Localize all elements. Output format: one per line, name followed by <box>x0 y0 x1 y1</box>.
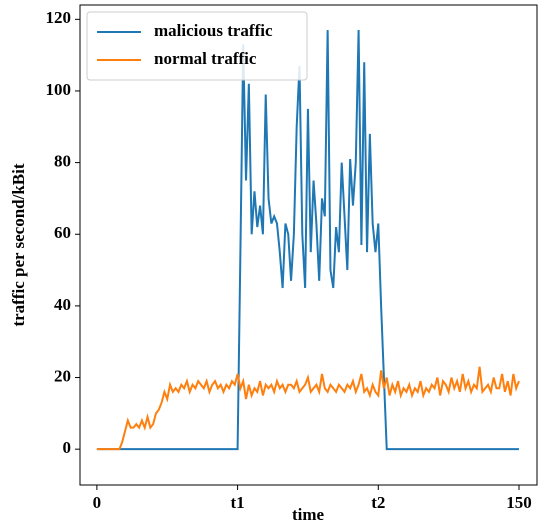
legend-label: normal traffic <box>154 49 257 68</box>
line-series <box>96 30 519 451</box>
plot-frame <box>79 4 538 486</box>
y-tick-label: 40 <box>54 295 71 314</box>
y-tick-label: 120 <box>46 8 72 27</box>
y-tick-label: 20 <box>54 366 71 385</box>
y-tick-label: 60 <box>54 223 71 242</box>
y-tick-label: 80 <box>54 152 71 171</box>
x-tick-label: 0 <box>93 493 102 512</box>
x-tick-label: 150 <box>506 493 532 512</box>
y-axis-label: traffic per second/kBit <box>9 163 28 326</box>
x-tick-label: t2 <box>371 493 385 512</box>
y-tick-label: 100 <box>46 80 72 99</box>
legend-box <box>86 11 308 81</box>
legend-label: malicious traffic <box>154 21 273 40</box>
x-tick-label: t1 <box>231 493 245 512</box>
line-series <box>96 366 520 451</box>
y-tick-label: 0 <box>63 438 72 457</box>
x-axis-label: time <box>292 505 325 524</box>
